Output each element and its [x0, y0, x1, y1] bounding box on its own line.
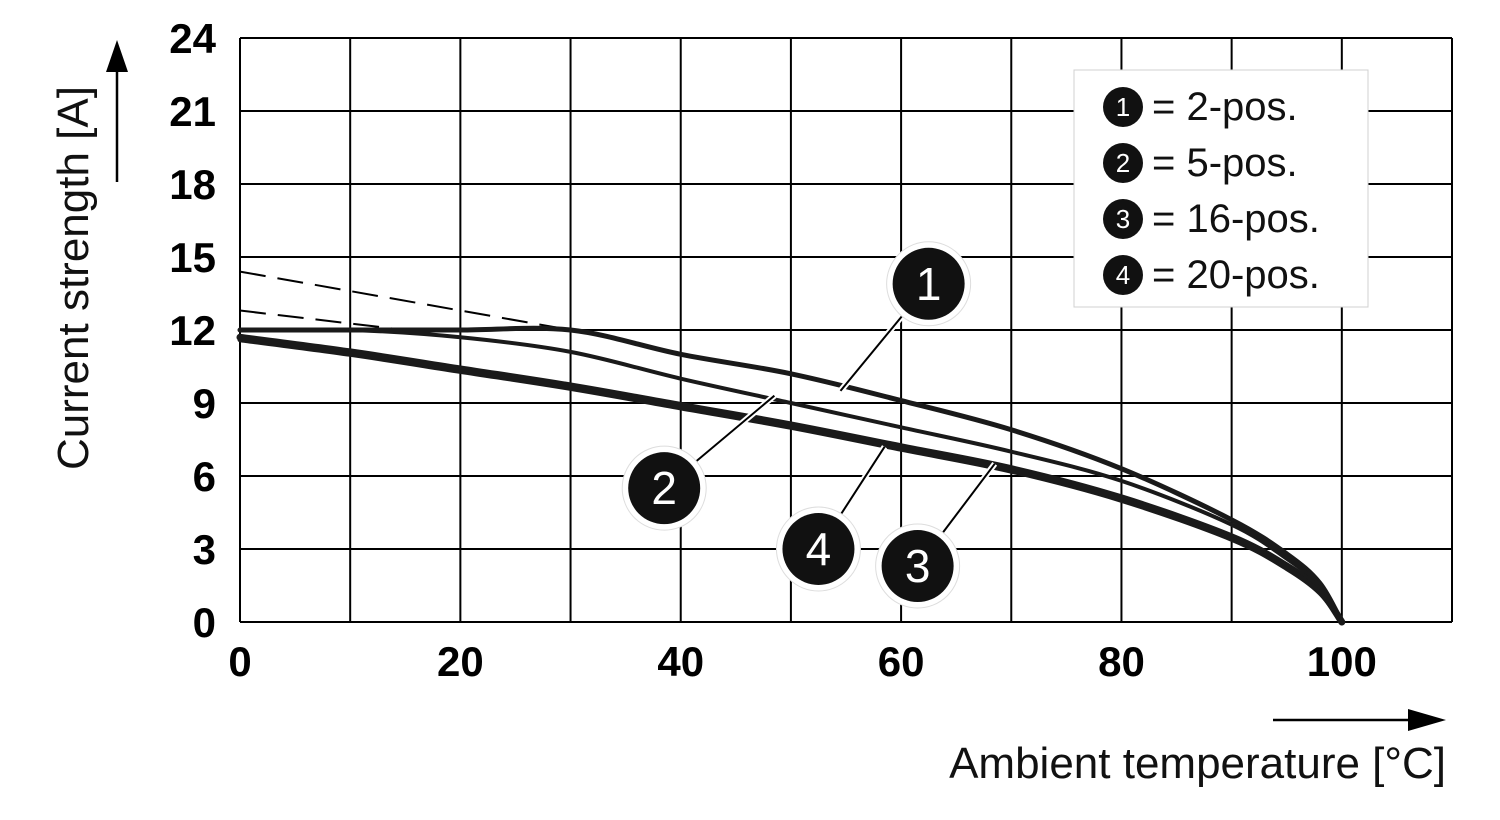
legend-entry-4: 4 = 20-pos. — [1103, 253, 1320, 297]
series-line-4 — [237, 337, 1345, 625]
x-tick-label: 0 — [228, 638, 251, 685]
y-axis-title-group: Current strength [A] — [49, 40, 128, 470]
legend-label-3: = 16-pos. — [1152, 197, 1320, 241]
callout-marker-1 — [892, 247, 965, 320]
y-tick-label: 9 — [193, 380, 216, 427]
series-line-2 — [238, 327, 1344, 624]
legend-label-1: = 2-pos. — [1152, 85, 1298, 129]
y-tick-label: 0 — [193, 599, 216, 646]
extrapolation-line-2 — [239, 309, 406, 331]
legend-label-2: = 5-pos. — [1152, 141, 1298, 185]
x-tick-label: 60 — [878, 638, 925, 685]
legend-entry-1: 1 = 2-pos. — [1103, 85, 1298, 129]
y-axis-arrow-icon — [106, 40, 128, 72]
x-axis-title: Ambient temperature [°C] — [949, 739, 1446, 788]
legend-entry-3: 3 = 16-pos. — [1103, 197, 1320, 241]
legend-marker-4 — [1103, 255, 1143, 295]
callout-label-2: 2 — [651, 462, 677, 514]
x-tick-label: 40 — [657, 638, 704, 685]
x-axis-title-group: Ambient temperature [°C] — [949, 709, 1446, 788]
x-tick-label: 100 — [1307, 638, 1377, 685]
legend-num-4: 4 — [1116, 260, 1130, 290]
callout-marker-2 — [628, 452, 701, 525]
callouts: 1 2 4 3 — [621, 241, 972, 609]
legend-num-1: 1 — [1116, 92, 1130, 122]
legend-num-2: 2 — [1116, 148, 1130, 178]
legend-marker-2 — [1103, 143, 1143, 183]
y-tick-label: 15 — [169, 234, 216, 281]
extrapolation-lines — [239, 270, 571, 331]
legend: 1 = 2-pos. 2 = 5-pos. 3 = 16-pos. 4 = 20… — [1073, 69, 1369, 308]
callout-label-1: 1 — [916, 258, 942, 310]
legend-num-3: 3 — [1116, 204, 1130, 234]
x-tick-label: 80 — [1098, 638, 1145, 685]
legend-marker-3 — [1103, 199, 1143, 239]
legend-entry-2: 2 = 5-pos. — [1103, 141, 1298, 185]
extrapolation-line-1 — [239, 270, 571, 331]
y-tick-label: 21 — [169, 88, 216, 135]
callout-marker-3 — [881, 530, 954, 603]
y-tick-label: 6 — [193, 453, 216, 500]
legend-marker-1 — [1103, 87, 1143, 127]
x-axis-arrow-icon — [1408, 709, 1446, 731]
x-tick-label: 20 — [437, 638, 484, 685]
y-tick-label: 18 — [169, 161, 216, 208]
y-tick-label: 3 — [193, 526, 216, 573]
callout-label-4: 4 — [806, 523, 832, 575]
callout-label-3: 3 — [905, 540, 931, 592]
callout-marker-4 — [782, 513, 855, 585]
y-tick-label: 12 — [169, 307, 216, 354]
y-tick-label: 24 — [169, 15, 216, 62]
series-line-1 — [237, 325, 1345, 625]
y-axis-title: Current strength [A] — [49, 86, 98, 470]
legend-label-4: = 20-pos. — [1152, 253, 1320, 297]
series-lines — [236, 325, 1346, 626]
